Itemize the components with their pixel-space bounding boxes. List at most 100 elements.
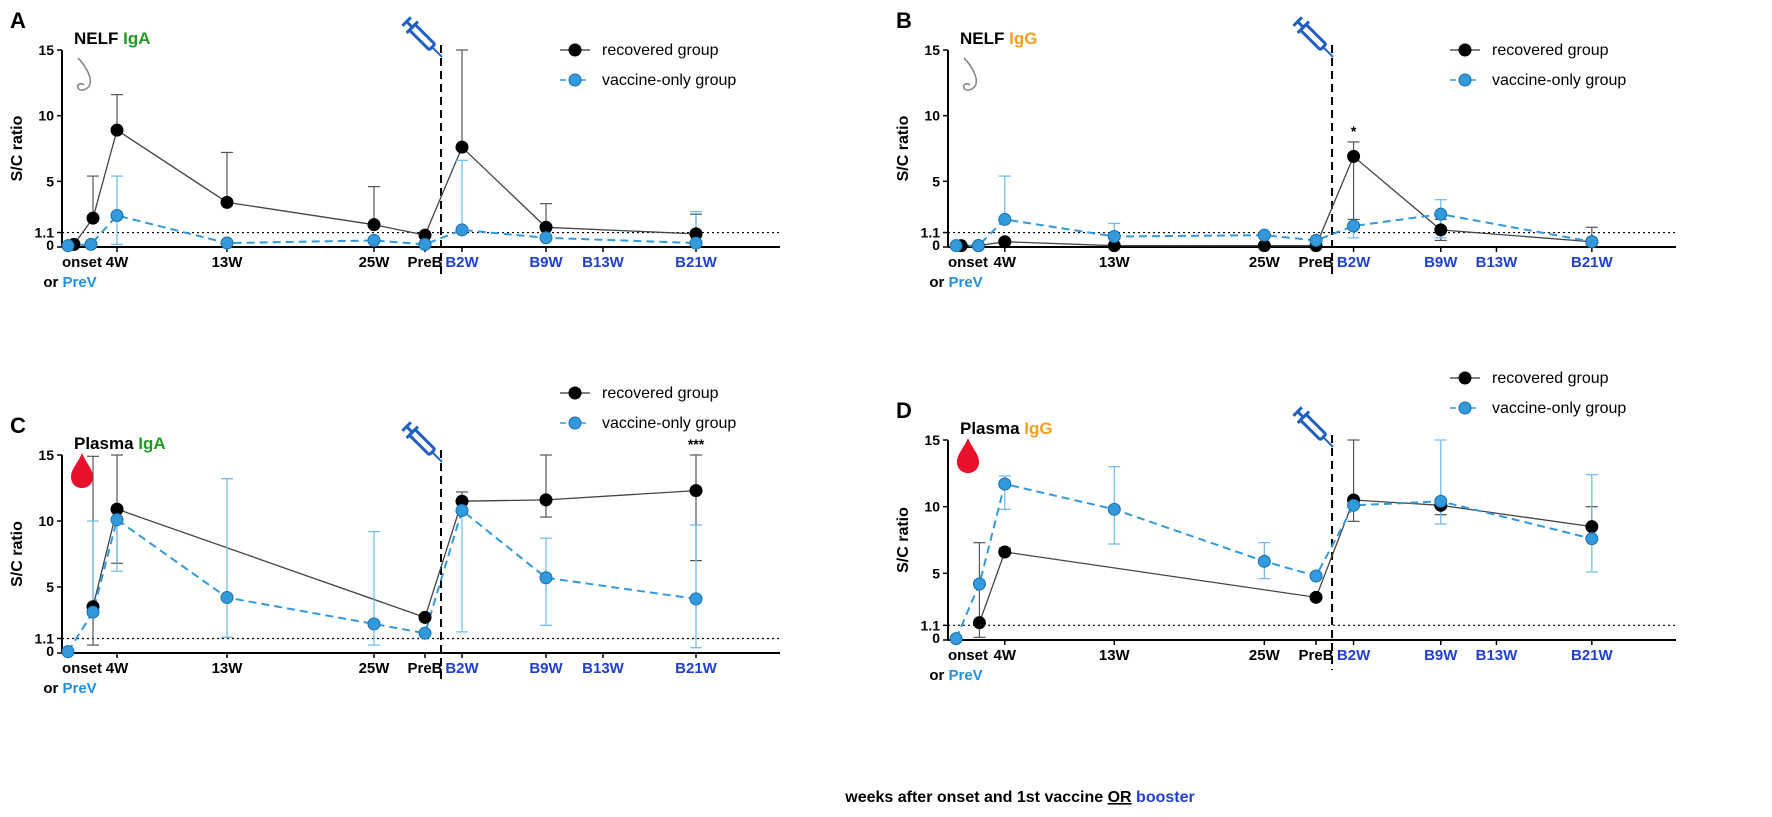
x-tick-label: B13W [582,254,625,271]
series-line [67,508,697,653]
x-tick-label: 4W [106,660,129,677]
point-vaccine-only [86,605,100,619]
x-tick-label: 4W [994,647,1017,664]
x-tick-label: B21W [1571,254,1614,271]
x-tick-label: 13W [212,254,244,271]
legend-entry: vaccine-only group [602,415,736,432]
x-axis-label-or: OR [1108,789,1132,806]
y-tick-label: 10 [924,108,940,124]
blood-drop-icon [71,453,93,488]
x-tick-label: 25W [359,660,391,677]
x-tick-label: onset [62,254,102,271]
x-tick-label: B2W [445,254,479,271]
series-line [956,213,1593,247]
y-tick-label: 5 [932,565,940,581]
point-vaccine-only [418,237,432,251]
y-tick-label: 1.1 [35,225,55,241]
point-vaccine-only [110,513,124,527]
series-vaccine-only [955,439,1598,640]
x-tick-label: B2W [1337,647,1371,664]
panel-letter: B [896,8,912,33]
panel-c: C 01.1 5 10 15 S/C ratio onset or PreV 4W 13W 25W P… [9,385,780,697]
x-tick-label: PreB [1299,254,1334,271]
point-vaccine-only [1347,219,1361,233]
x-tick-label: B9W [529,254,563,271]
y-tick-label: 0 [932,630,940,646]
legend-swatch-marker [1458,73,1472,87]
x-axis-label-part1: weeks after onset and 1st vaccine [844,789,1107,806]
legend-entry: recovered group [602,42,719,59]
legend-swatch-marker [568,73,582,87]
x-tick-label: 13W [1099,254,1131,271]
point-vaccine-only [1309,233,1323,247]
point-vaccine-only [61,645,75,659]
legend-swatch-marker [568,43,582,57]
y-axis-label: S/C ratio [895,115,912,181]
point-vaccine-only [455,503,469,517]
panel-title: NELF IgG [960,29,1037,48]
blood-drop-icon [957,438,979,473]
y-tick-label: 15 [924,42,940,58]
series-recovered [961,141,1598,247]
series-line [955,482,1593,640]
y-tick-label: 1.1 [921,617,941,633]
y-tick-label: 10 [924,499,940,515]
y-tick-label: 0 [46,237,54,253]
point-vaccine-only [998,212,1012,226]
x-tick-label-line2: or PreV [43,274,96,291]
x-tick-label: PreB [1299,647,1334,664]
point-vaccine-only [1585,532,1599,546]
point-vaccine-only [367,617,381,631]
point-recovered [1347,149,1361,163]
x-tick-label: B9W [529,660,563,677]
x-tick-label: 25W [1249,254,1281,271]
legend-entry: recovered group [602,385,719,402]
nose-icon [76,57,92,91]
x-tick-label: B9W [1424,647,1458,664]
point-recovered [220,195,234,209]
significance-marker: *** [688,436,705,452]
series-vaccine-only [67,159,702,247]
panel-a: A 01.1 5 10 15 S/C ratio onset or PreV 4W 13W 25W P… [9,8,780,291]
point-vaccine-only [1257,554,1271,568]
y-tick-label: 0 [46,643,54,659]
y-tick-label: 5 [932,173,940,189]
legend-entry: vaccine-only group [602,72,736,89]
point-vaccine-only [1107,502,1121,516]
legend-entry: recovered group [1492,42,1609,59]
point-recovered [998,545,1012,559]
x-tick-label: onset [948,647,988,664]
point-vaccine-only [1107,229,1121,243]
syringe-icon [401,16,443,58]
point-recovered [972,616,986,630]
point-vaccine-only [972,577,986,591]
x-axis-label-booster: booster [1132,789,1195,806]
x-tick-label: B13W [582,660,625,677]
point-recovered [689,484,703,498]
series-line [67,214,697,247]
legend-entry: recovered group [1492,370,1609,387]
x-tick-label: PreB [407,254,442,271]
point-vaccine-only [61,239,75,253]
y-tick-label: 15 [38,42,54,58]
point-vaccine-only [220,591,234,605]
point-vaccine-only [110,208,124,222]
syringe-icon [1292,16,1334,58]
y-tick-label: 5 [46,173,54,189]
panel-letter: D [896,398,912,423]
point-recovered [367,218,381,232]
syringe-icon [1292,406,1334,448]
y-tick-label: 0 [932,237,940,253]
panel-title: Plasma IgG [960,419,1053,438]
x-tick-label: B2W [445,660,479,677]
x-axis-label: weeks after onset and 1st vaccine OR boo… [844,789,1194,806]
y-tick-label: 15 [924,432,940,448]
point-recovered [418,610,432,624]
point-vaccine-only [418,626,432,640]
point-vaccine-only [689,592,703,606]
series-line [978,499,1592,623]
point-vaccine-only [1434,494,1448,508]
x-tick-label: 13W [1099,647,1131,664]
point-vaccine-only [971,239,985,253]
point-vaccine-only [1309,569,1323,583]
